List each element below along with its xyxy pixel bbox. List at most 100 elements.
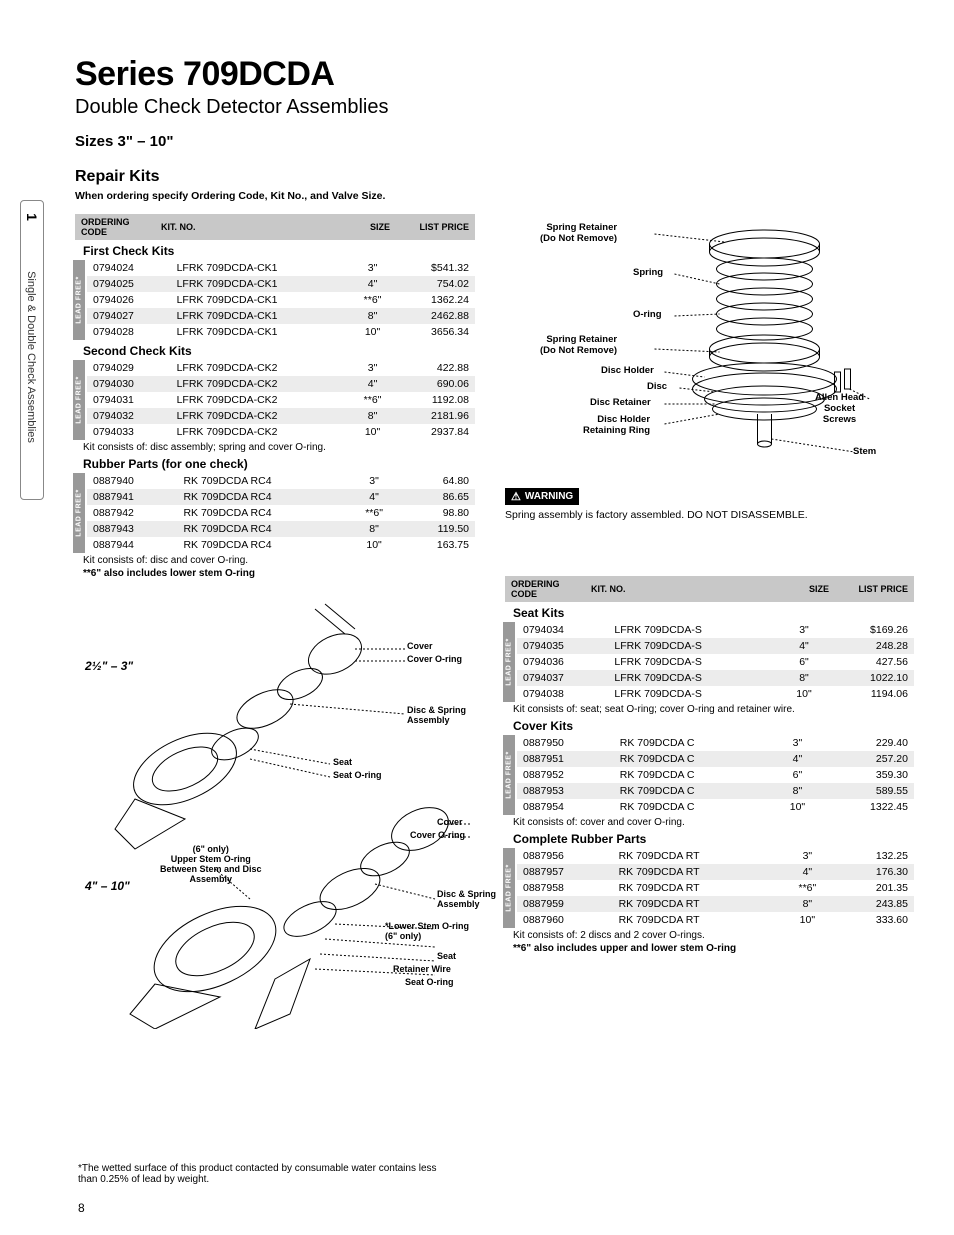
complete-rubber-title: Complete Rubber Parts bbox=[505, 828, 914, 848]
cover-kits-note: Kit consists of: cover and cover O-ring. bbox=[505, 815, 914, 828]
second-check-title: Second Check Kits bbox=[75, 340, 475, 360]
callout-spring: Spring bbox=[633, 267, 663, 278]
lead-free-badge: LEAD FREE* bbox=[503, 622, 515, 702]
callout-spring-retainer-top: Spring Retainer (Do Not Remove) bbox=[540, 222, 617, 244]
callout-stem: Stem bbox=[853, 446, 876, 457]
callout-spring-retainer-bot: Spring Retainer (Do Not Remove) bbox=[540, 334, 617, 356]
table-row: 0887957RK 709DCDA RT4"176.30 bbox=[517, 864, 914, 880]
table-row: 0887960RK 709DCDA RT10"333.60 bbox=[517, 912, 914, 928]
lead-free-badge: LEAD FREE* bbox=[73, 260, 85, 340]
complete-rubber-note1: Kit consists of: 2 discs and 2 cover O-r… bbox=[505, 928, 914, 941]
table-row: 0887944RK 709DCDA RC410"163.75 bbox=[87, 537, 475, 553]
table-row: 0794036LFRK 709DCDA-S6"427.56 bbox=[517, 654, 914, 670]
callout-cover2: Cover bbox=[437, 817, 463, 827]
callout-disc-retainer: Disc Retainer bbox=[590, 397, 651, 408]
table-row: 0887952RK 709DCDA C6"359.30 bbox=[517, 767, 914, 783]
th-kit: KIT. NO. bbox=[585, 576, 794, 602]
th-code: ORDERING CODE bbox=[505, 576, 585, 602]
seat-kits-block: LEAD FREE* 0794034LFRK 709DCDA-S3"$169.2… bbox=[505, 622, 914, 702]
lead-free-badge: LEAD FREE* bbox=[503, 735, 515, 815]
table-row: 0887940RK 709DCDA RC43"64.80 bbox=[87, 473, 475, 489]
kit-table-header-left: ORDERING CODE KIT. NO. SIZE LIST PRICE bbox=[75, 214, 475, 240]
callout-disc-holder: Disc Holder bbox=[601, 365, 654, 376]
rubber-parts-title: Rubber Parts (for one check) bbox=[75, 453, 475, 473]
table-row: 0794026LFRK 709DCDA-CK1**6"1362.24 bbox=[87, 292, 475, 308]
lead-free-badge: LEAD FREE* bbox=[503, 848, 515, 928]
first-check-title: First Check Kits bbox=[75, 240, 475, 260]
callout-seat-oring: Seat O-ring bbox=[333, 770, 382, 780]
exploded-diagram: 2½" – 3" 4" – 10" bbox=[75, 599, 475, 1029]
table-row: 0887953RK 709DCDA C8"589.55 bbox=[517, 783, 914, 799]
lead-free-badge: LEAD FREE* bbox=[73, 473, 85, 553]
table-row: 0794030LFRK 709DCDA-CK24"690.06 bbox=[87, 376, 475, 392]
callout-cover: Cover bbox=[407, 641, 433, 651]
th-price: LIST PRICE bbox=[844, 576, 914, 602]
rubber-parts-block: LEAD FREE* 0887940RK 709DCDA RC43"64.800… bbox=[75, 473, 475, 553]
table-row: 0887954RK 709DCDA C10"1322.45 bbox=[517, 799, 914, 815]
table-row: 0887958RK 709DCDA RT**6"201.35 bbox=[517, 880, 914, 896]
callout-cover-oring: Cover O-ring bbox=[407, 654, 462, 664]
table-row: 0794038LFRK 709DCDA-S10"1194.06 bbox=[517, 686, 914, 702]
side-tab: 1 Single & Double Check Assemblies bbox=[20, 200, 44, 500]
sizes-range: Sizes 3" – 10" bbox=[75, 133, 914, 150]
th-kit: KIT. NO. bbox=[155, 214, 355, 240]
subtitle: Double Check Detector Assemblies bbox=[75, 96, 914, 119]
cover-kits-block: LEAD FREE* 0887950RK 709DCDA C3"229.4008… bbox=[505, 735, 914, 815]
kit-table-header-right: ORDERING CODE KIT. NO. SIZE LIST PRICE bbox=[505, 576, 914, 602]
callout-lower-stem: *Lower Stem O-ring (6" only) bbox=[385, 921, 469, 941]
callout-disc-holder-ret-ring: Disc Holder Retaining Ring bbox=[583, 414, 650, 436]
warning-badge: WARNING bbox=[505, 488, 579, 505]
table-row: 0794032LFRK 709DCDA-CK28"2181.96 bbox=[87, 408, 475, 424]
seat-kits-table: 0794034LFRK 709DCDA-S3"$169.260794035LFR… bbox=[517, 622, 914, 702]
table-row: 0887943RK 709DCDA RC48"119.50 bbox=[87, 521, 475, 537]
table-row: 0794033LFRK 709DCDA-CK210"2937.84 bbox=[87, 424, 475, 440]
right-column: Spring Retainer (Do Not Remove) Spring O… bbox=[505, 214, 914, 1029]
tab-label: Single & Double Check Assemblies bbox=[25, 227, 37, 487]
table-row: 0794028LFRK 709DCDA-CK110"3656.34 bbox=[87, 324, 475, 340]
tab-number: 1 bbox=[24, 206, 40, 228]
warning-text: Spring assembly is factory assembled. DO… bbox=[505, 509, 914, 521]
callout-seat: Seat bbox=[333, 757, 352, 767]
table-row: 0794037LFRK 709DCDA-S8"1022.10 bbox=[517, 670, 914, 686]
complete-rubber-note2: **6" also includes upper and lower stem … bbox=[505, 941, 914, 954]
callout-oring: O-ring bbox=[633, 309, 662, 320]
series-title: Series 709DCDA bbox=[75, 55, 914, 94]
page-content: Series 709DCDA Double Check Detector Ass… bbox=[75, 55, 914, 1029]
th-code: ORDERING CODE bbox=[75, 214, 155, 240]
complete-rubber-table: 0887956RK 709DCDA RT3"132.250887957RK 70… bbox=[517, 848, 914, 928]
table-row: 0794034LFRK 709DCDA-S3"$169.26 bbox=[517, 622, 914, 638]
left-column: ORDERING CODE KIT. NO. SIZE LIST PRICE F… bbox=[75, 214, 475, 1029]
callout-seat-oring2: Seat O-ring bbox=[405, 977, 454, 987]
callout-disc-spring: Disc & Spring Assembly bbox=[407, 705, 466, 725]
table-row: 0887959RK 709DCDA RT8"243.85 bbox=[517, 896, 914, 912]
th-price: LIST PRICE bbox=[405, 214, 475, 240]
table-row: 0794025LFRK 709DCDA-CK14"754.02 bbox=[87, 276, 475, 292]
rubber-note2: **6" also includes lower stem O-ring bbox=[75, 566, 475, 579]
spring-diagram: Spring Retainer (Do Not Remove) Spring O… bbox=[505, 214, 914, 474]
first-check-table: 0794024LFRK 709DCDA-CK13"$541.320794025L… bbox=[87, 260, 475, 340]
table-row: 0887941RK 709DCDA RC44"86.65 bbox=[87, 489, 475, 505]
lead-free-badge: LEAD FREE* bbox=[73, 360, 85, 440]
second-check-table: 0794029LFRK 709DCDA-CK23"422.880794030LF… bbox=[87, 360, 475, 440]
warning-row: WARNING bbox=[505, 488, 914, 505]
table-row: 0794029LFRK 709DCDA-CK23"422.88 bbox=[87, 360, 475, 376]
rubber-note1: Kit consists of: disc and cover O-ring. bbox=[75, 553, 475, 566]
callout-upper-stem: (6" only) Upper Stem O-ring Between Stem… bbox=[160, 844, 262, 884]
seat-kits-note: Kit consists of: seat; seat O-ring; cove… bbox=[505, 702, 914, 715]
second-check-note: Kit consists of: disc assembly; spring a… bbox=[75, 440, 475, 453]
seat-kits-title: Seat Kits bbox=[505, 602, 914, 622]
table-row: 0794035LFRK 709DCDA-S4"248.28 bbox=[517, 638, 914, 654]
callout-allen-head: Allen Head Socket Screws bbox=[815, 392, 864, 425]
table-row: 0887951RK 709DCDA C4"257.20 bbox=[517, 751, 914, 767]
table-row: 0794031LFRK 709DCDA-CK2**6"1192.08 bbox=[87, 392, 475, 408]
ordering-note: When ordering specify Ordering Code, Kit… bbox=[75, 190, 914, 202]
repair-kits-heading: Repair Kits bbox=[75, 168, 914, 186]
cover-kits-title: Cover Kits bbox=[505, 715, 914, 735]
page-number: 8 bbox=[78, 1201, 85, 1215]
th-size: SIZE bbox=[794, 576, 844, 602]
callout-seat2: Seat bbox=[437, 951, 456, 961]
callout-retainer-wire: Retainer Wire bbox=[393, 964, 451, 974]
cover-kits-table: 0887950RK 709DCDA C3"229.400887951RK 709… bbox=[517, 735, 914, 815]
lead-footnote: *The wetted surface of this product cont… bbox=[78, 1163, 438, 1185]
callout-disc: Disc bbox=[647, 381, 667, 392]
